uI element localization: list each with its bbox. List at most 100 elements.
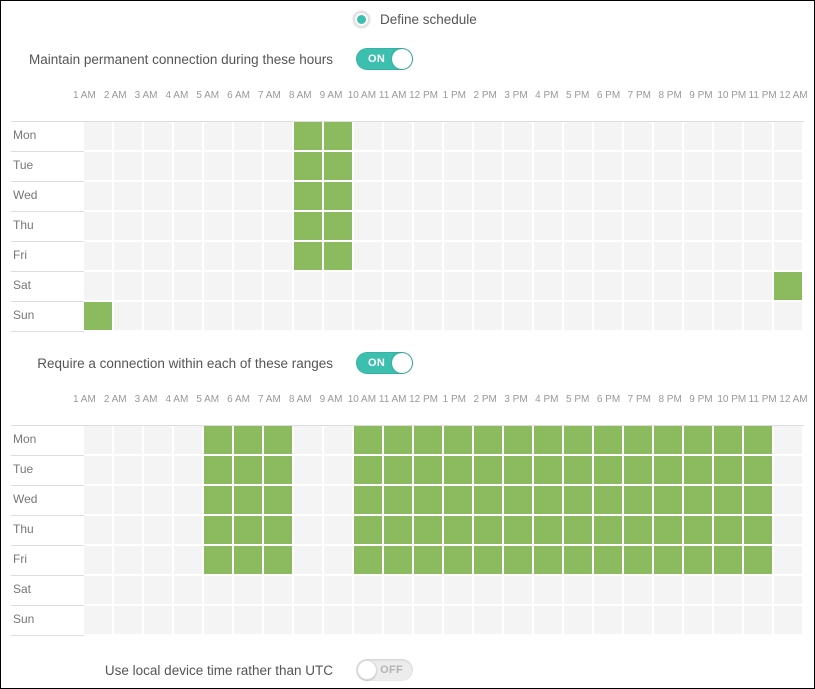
schedule-cell[interactable] bbox=[444, 122, 472, 150]
schedule-cell[interactable] bbox=[594, 272, 622, 300]
schedule-cell[interactable] bbox=[294, 302, 322, 330]
schedule-cell[interactable] bbox=[234, 272, 262, 300]
schedule-cell[interactable] bbox=[714, 272, 742, 300]
schedule-cell[interactable] bbox=[204, 486, 232, 514]
schedule-cell[interactable] bbox=[594, 456, 622, 484]
schedule-cell[interactable] bbox=[504, 272, 532, 300]
schedule-cell[interactable] bbox=[384, 152, 412, 180]
schedule-cell[interactable] bbox=[384, 122, 412, 150]
schedule-cell[interactable] bbox=[444, 272, 472, 300]
schedule-cell[interactable] bbox=[504, 546, 532, 574]
schedule-cell[interactable] bbox=[714, 302, 742, 330]
schedule-cell[interactable] bbox=[684, 606, 712, 634]
schedule-cell[interactable] bbox=[564, 426, 592, 454]
schedule-cell[interactable] bbox=[324, 242, 352, 270]
schedule-cell[interactable] bbox=[534, 152, 562, 180]
schedule-cell[interactable] bbox=[174, 302, 202, 330]
schedule-cell[interactable] bbox=[324, 426, 352, 454]
schedule-cell[interactable] bbox=[744, 516, 772, 544]
schedule-cell[interactable] bbox=[624, 272, 652, 300]
schedule-cell[interactable] bbox=[384, 516, 412, 544]
schedule-cell[interactable] bbox=[234, 546, 262, 574]
schedule-cell[interactable] bbox=[504, 182, 532, 210]
schedule-cell[interactable] bbox=[264, 576, 292, 604]
schedule-cell[interactable] bbox=[714, 486, 742, 514]
schedule-cell[interactable] bbox=[744, 182, 772, 210]
schedule-cell[interactable] bbox=[684, 152, 712, 180]
schedule-cell[interactable] bbox=[84, 122, 112, 150]
schedule-cell[interactable] bbox=[114, 486, 142, 514]
schedule-cell[interactable] bbox=[444, 242, 472, 270]
schedule-cell[interactable] bbox=[624, 426, 652, 454]
schedule-cell[interactable] bbox=[384, 426, 412, 454]
schedule-cell[interactable] bbox=[534, 576, 562, 604]
schedule-cell[interactable] bbox=[414, 272, 442, 300]
schedule-cell[interactable] bbox=[624, 486, 652, 514]
schedule-cell[interactable] bbox=[654, 212, 682, 240]
schedule-cell[interactable] bbox=[414, 212, 442, 240]
schedule-cell[interactable] bbox=[114, 152, 142, 180]
schedule-cell[interactable] bbox=[684, 122, 712, 150]
schedule-cell[interactable] bbox=[174, 456, 202, 484]
schedule-cell[interactable] bbox=[654, 182, 682, 210]
schedule-cell[interactable] bbox=[534, 546, 562, 574]
schedule-cell[interactable] bbox=[504, 606, 532, 634]
schedule-cell[interactable] bbox=[534, 606, 562, 634]
schedule-cell[interactable] bbox=[324, 516, 352, 544]
schedule-cell[interactable] bbox=[174, 242, 202, 270]
schedule-cell[interactable] bbox=[414, 182, 442, 210]
schedule-cell[interactable] bbox=[324, 122, 352, 150]
schedule-cell[interactable] bbox=[714, 122, 742, 150]
schedule-cell[interactable] bbox=[84, 242, 112, 270]
schedule-cell[interactable] bbox=[414, 302, 442, 330]
schedule-cell[interactable] bbox=[774, 456, 802, 484]
schedule-cell[interactable] bbox=[264, 212, 292, 240]
schedule-cell[interactable] bbox=[294, 182, 322, 210]
schedule-cell[interactable] bbox=[174, 486, 202, 514]
schedule-cell[interactable] bbox=[204, 122, 232, 150]
schedule-cell[interactable] bbox=[654, 302, 682, 330]
schedule-cell[interactable] bbox=[474, 516, 502, 544]
schedule-cell[interactable] bbox=[564, 272, 592, 300]
schedule-cell[interactable] bbox=[264, 242, 292, 270]
schedule-cell[interactable] bbox=[114, 182, 142, 210]
schedule-cell[interactable] bbox=[654, 456, 682, 484]
schedule-cell[interactable] bbox=[294, 272, 322, 300]
schedule-cell[interactable] bbox=[114, 546, 142, 574]
schedule-cell[interactable] bbox=[504, 486, 532, 514]
schedule-cell[interactable] bbox=[84, 546, 112, 574]
schedule-cell[interactable] bbox=[264, 606, 292, 634]
schedule-cell[interactable] bbox=[324, 486, 352, 514]
schedule-cell[interactable] bbox=[504, 122, 532, 150]
schedule-cell[interactable] bbox=[264, 302, 292, 330]
schedule-cell[interactable] bbox=[144, 122, 172, 150]
schedule-cell[interactable] bbox=[474, 486, 502, 514]
schedule-cell[interactable] bbox=[144, 576, 172, 604]
schedule-cell[interactable] bbox=[744, 576, 772, 604]
schedule-cell[interactable] bbox=[564, 242, 592, 270]
schedule-cell[interactable] bbox=[774, 426, 802, 454]
schedule-cell[interactable] bbox=[654, 486, 682, 514]
schedule-cell[interactable] bbox=[504, 302, 532, 330]
schedule-cell[interactable] bbox=[264, 152, 292, 180]
schedule-cell[interactable] bbox=[684, 212, 712, 240]
schedule-cell[interactable] bbox=[684, 242, 712, 270]
schedule-cell[interactable] bbox=[144, 426, 172, 454]
schedule-cell[interactable] bbox=[714, 546, 742, 574]
schedule-cell[interactable] bbox=[474, 456, 502, 484]
schedule-cell[interactable] bbox=[714, 182, 742, 210]
schedule-cell[interactable] bbox=[204, 546, 232, 574]
schedule-cell[interactable] bbox=[264, 516, 292, 544]
schedule-cell[interactable] bbox=[204, 212, 232, 240]
schedule-cell[interactable] bbox=[714, 426, 742, 454]
schedule-cell[interactable] bbox=[204, 182, 232, 210]
schedule-cell[interactable] bbox=[474, 122, 502, 150]
schedule-cell[interactable] bbox=[714, 242, 742, 270]
schedule-cell[interactable] bbox=[354, 426, 382, 454]
schedule-cell[interactable] bbox=[714, 152, 742, 180]
schedule-cell[interactable] bbox=[744, 212, 772, 240]
schedule-cell[interactable] bbox=[294, 456, 322, 484]
schedule-cell[interactable] bbox=[444, 182, 472, 210]
schedule-cell[interactable] bbox=[234, 426, 262, 454]
schedule-cell[interactable] bbox=[204, 152, 232, 180]
